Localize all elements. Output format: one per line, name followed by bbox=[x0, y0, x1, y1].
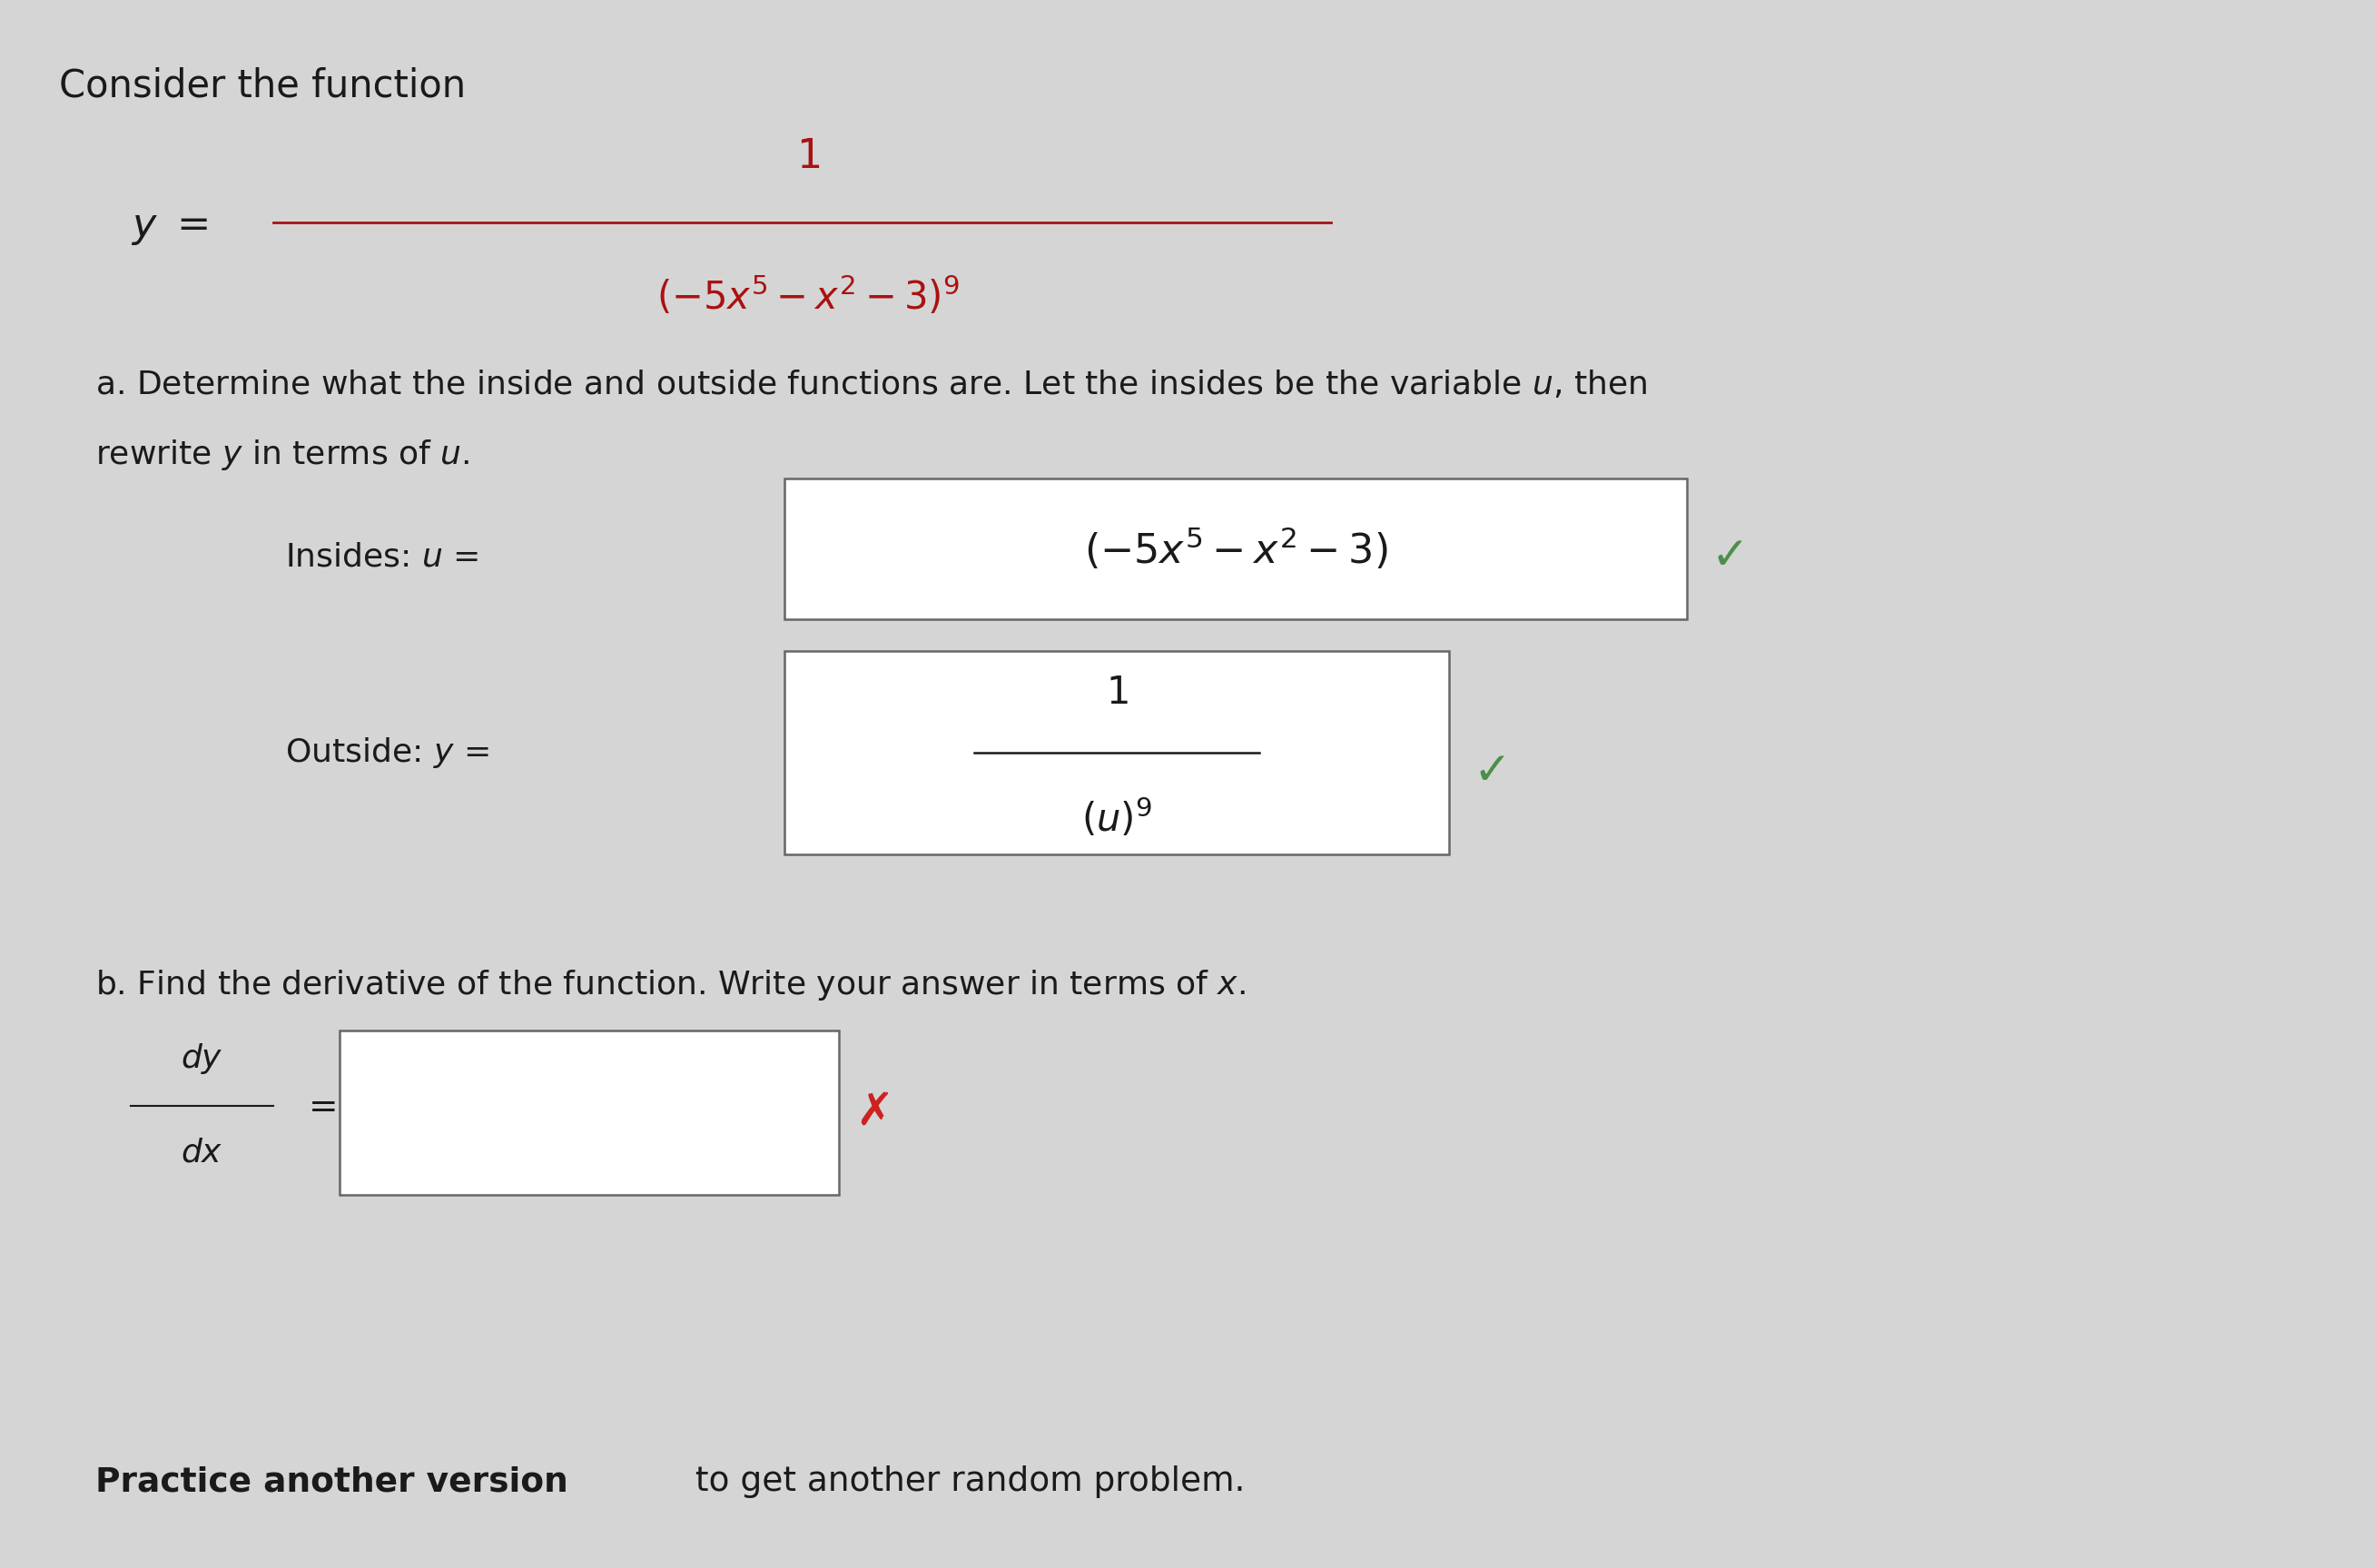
Text: ✓: ✓ bbox=[1473, 750, 1511, 793]
Text: $=$: $=$ bbox=[302, 1088, 337, 1123]
Text: $dy$: $dy$ bbox=[181, 1041, 223, 1076]
Text: $y\ =\ $: $y\ =\ $ bbox=[131, 209, 209, 246]
Text: $(-5x^5-x^2-3)^9$: $(-5x^5-x^2-3)^9$ bbox=[656, 274, 960, 318]
Text: $(u)^9$: $(u)^9$ bbox=[1081, 797, 1152, 840]
Text: $dx$: $dx$ bbox=[181, 1137, 223, 1168]
Text: a. Determine what the inside and outside functions are. Let the insides be the v: a. Determine what the inside and outside… bbox=[95, 368, 1647, 400]
Text: $1$: $1$ bbox=[1105, 674, 1129, 712]
Text: $1$: $1$ bbox=[796, 138, 820, 176]
Text: Consider the function: Consider the function bbox=[59, 67, 466, 105]
FancyBboxPatch shape bbox=[784, 651, 1449, 855]
Text: ✓: ✓ bbox=[1711, 535, 1749, 579]
FancyBboxPatch shape bbox=[340, 1030, 839, 1195]
Text: rewrite $y$ in terms of $u$.: rewrite $y$ in terms of $u$. bbox=[95, 437, 470, 472]
Text: $\left(-5x^5 - x^2 - 3\right)$: $\left(-5x^5 - x^2 - 3\right)$ bbox=[1083, 525, 1388, 572]
Text: b. Find the derivative of the function. Write your answer in terms of $x$.: b. Find the derivative of the function. … bbox=[95, 967, 1245, 1002]
Text: to get another random problem.: to get another random problem. bbox=[684, 1466, 1245, 1497]
Text: Outside: $y$ =: Outside: $y$ = bbox=[285, 735, 489, 770]
Text: ✗: ✗ bbox=[855, 1091, 893, 1134]
FancyBboxPatch shape bbox=[784, 478, 1687, 619]
Text: Insides: $u$ =: Insides: $u$ = bbox=[285, 541, 478, 572]
Text: Practice another version: Practice another version bbox=[95, 1466, 568, 1497]
